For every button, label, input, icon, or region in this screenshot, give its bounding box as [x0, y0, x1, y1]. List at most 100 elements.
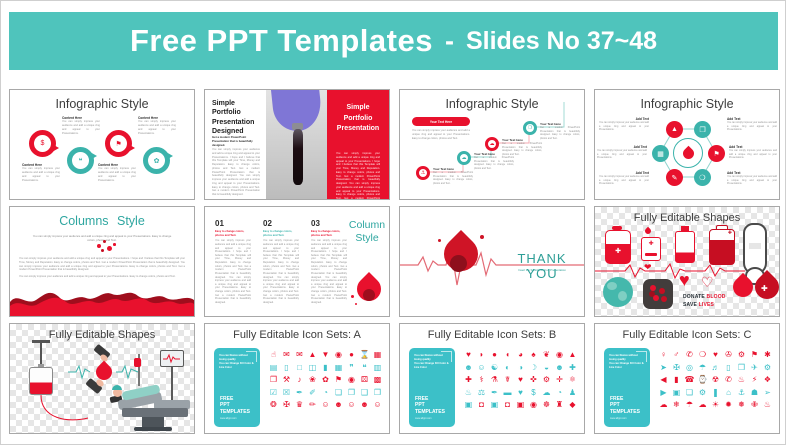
icon-glyph: ◫ — [308, 362, 317, 372]
icon-glyph: ✱ — [764, 350, 771, 359]
patient-cap — [112, 385, 122, 390]
add-text-label: Add Text — [727, 171, 741, 175]
slide-thumb-columns-style[interactable]: Columns Style You can simply impress you… — [9, 206, 195, 317]
add-text-block: Add Text You can simply impress your aud… — [727, 171, 777, 186]
splatter-dot — [438, 239, 441, 242]
icon-glyph: ▦ — [373, 350, 382, 359]
icon-glyph: ✚ — [465, 375, 472, 384]
add-text-label: Add Text — [729, 145, 743, 149]
slide-thumb-icon-set-a[interactable]: Fully Editable Icon Sets: A You can Resi… — [204, 323, 390, 434]
megaphone-icon: ⚑ — [115, 140, 122, 148]
slide-thumb-infographic-loops[interactable]: Infographic Style $ ❝ ⚑ ✿ Content Here Y… — [9, 89, 195, 200]
icon-glyph: ♥ — [518, 387, 523, 397]
continent-shape — [618, 291, 627, 301]
tube-cap-shape — [292, 123, 303, 130]
list-line: FREE — [415, 395, 429, 402]
portfolio-body: You can simply impress your audience and… — [212, 148, 260, 196]
slide-thumb-simple-portfolio[interactable]: Simple Portfolio Presentation Designed G… — [204, 89, 390, 200]
text-pill: Your Text Here — [412, 117, 470, 126]
content-text: You can simply impress your audience and… — [98, 167, 136, 182]
list-line: TEMPLATES — [415, 408, 445, 415]
slide-title: Infographic Style — [55, 97, 149, 111]
icon-glyph: ☁ — [542, 387, 551, 397]
add-text-block: Add Text You can simply impress your aud… — [597, 145, 647, 160]
brand-lines: FREE PPT TEMPLATES — [415, 396, 445, 416]
icon-glyph: ♨ — [763, 400, 772, 409]
icon-glyph: ⌚ — [697, 375, 708, 384]
heart-icon: ♥ — [679, 270, 690, 290]
icon-glyph: ▣ — [672, 387, 681, 397]
icon-glyph: ⚙ — [698, 387, 707, 397]
icon-glyph: ◔ — [323, 387, 328, 397]
icon-glyph: ⚄ — [361, 375, 368, 384]
icon-glyph: ▤ — [269, 362, 278, 372]
slide-thumb-icon-set-c[interactable]: Fully Editable Icon Sets: C You can Resi… — [594, 323, 780, 434]
column-heading: Easy to change colors, photos and Text. — [311, 230, 341, 237]
icon-glyph: ▣ — [464, 400, 473, 409]
blood-cells-box-icon — [643, 279, 673, 309]
step-circle-globe-icon: ❍ — [523, 121, 537, 135]
icon-glyph: ☢ — [711, 375, 720, 384]
step-text: Get a modern PowerPoint Presentation tha… — [433, 171, 473, 185]
icon-glyph: ⌂ — [726, 387, 731, 397]
portfolio-right-heading: Simple Portfolio Presentation — [336, 104, 380, 132]
hub-node-calculator-icon: ▦ — [652, 145, 669, 162]
slide-thumb-editable-shapes-scene[interactable]: Fully Editable Shapes — [9, 323, 195, 434]
slide-title: Fully Editable Icon Sets: B — [427, 329, 557, 341]
slide-thumb-infographic-hub[interactable]: Infographic Style ▲ ❒ ▦ ⚑ ✎ ❍ Add Text Y… — [594, 89, 780, 200]
icon-glyph: ☯ — [490, 362, 499, 372]
slide-subtitle: You can simply impress your audience and… — [32, 234, 172, 243]
icon-glyph: ☸ — [542, 400, 551, 409]
icon-glyph: ♥ — [466, 350, 471, 359]
icon-glyph: ◑ — [518, 362, 523, 372]
icon-glyph: ◕ — [518, 350, 523, 359]
lives-word: LIVES — [698, 301, 715, 308]
icon-glyph: ⚗ — [490, 375, 499, 384]
portfolio-left-panel: Simple Portfolio Presentation Designed G… — [205, 90, 266, 199]
icon-glyph: ▶ — [660, 387, 667, 397]
bed-seat — [154, 400, 190, 409]
icon-grid: ♀ ♂ ✆ ❍ ♥ ✇ ⚙ ⚑ ✱ ➤ ✠ ◎ ☂ ♬ ▯ ❒ ✈ ⚙ ◀ ▮ ☎ ⌚ ☢ ✆ ♨ ⚡ ❖ ▶ ▣ ❏ ⚙ ❚ ⌂ ⚓ ☗ ➢ ☁ ❄ ☂ ☁… — [657, 351, 776, 409]
icon-glyph: ✒ — [491, 387, 498, 397]
icon-glyph: ▬ — [503, 387, 512, 397]
cross-icon: ✚ — [615, 248, 621, 255]
anchor-icon: ⚓ — [420, 170, 426, 176]
brand-block: FREE PPT TEMPLATES www.allppt.com — [220, 396, 250, 421]
step-label: Your Text Here — [502, 138, 523, 142]
slide-thumb-infographic-timeline[interactable]: Infographic Style Your Text Here You can… — [399, 89, 585, 200]
body-paragraph: You can simply impress your audience and… — [19, 257, 185, 272]
pill-body: You can simply impress your audience and… — [412, 129, 470, 140]
splatter-dot — [351, 295, 354, 298]
slide-thumb-thank-you[interactable]: THANK YOU Insert the Subtitle of Your Pr… — [399, 206, 585, 317]
brand-block: FREE PPT TEMPLATES www.allppt.com — [415, 396, 445, 421]
slide-thumb-editable-shapes-icons[interactable]: Fully Editable Shapes ✚ ✚ ❤ ✚ — [594, 206, 780, 317]
icon-glyph: ◘ — [505, 400, 510, 409]
blood-bag-icon — [29, 367, 53, 395]
second-stand-pole — [138, 354, 140, 386]
slide-title: Fully Editable Shapes — [48, 329, 156, 341]
column-body: You can simply impress your audience and… — [311, 239, 347, 304]
icon-glyph: ▦ — [334, 362, 343, 372]
ekg-marks — [68, 364, 139, 380]
icon-glyph: ❍ — [698, 350, 707, 359]
calculator-icon: ▦ — [657, 150, 664, 158]
icon-glyph: ❝ — [362, 362, 367, 372]
icon-glyph: ⚙ — [763, 362, 772, 372]
website-url: www.allppt.com — [415, 417, 432, 420]
add-text-block: Add Text You can simply impress your aud… — [599, 171, 649, 186]
numbered-column: 03 Easy to change colors, photos and Tex… — [311, 219, 347, 305]
slide-thumb-column-style[interactable]: 01 Easy to change colors, photos and Tex… — [204, 206, 390, 317]
hub-node-search-icon: ❍ — [694, 169, 711, 186]
icon-glyph: ✹ — [725, 400, 732, 409]
slide-thumb-icon-set-b[interactable]: Fully Editable Icon Sets: B You can Resi… — [399, 323, 585, 434]
list-line: You can Change Fill Color & — [609, 362, 644, 366]
icon-glyph: ☂ — [698, 362, 707, 372]
card-lines: You can Resize without losing quality You… — [219, 354, 255, 371]
icon-glyph: ☗ — [750, 387, 759, 397]
blood-drop-icon — [680, 145, 696, 161]
step-text: Get a modern PowerPoint Presentation tha… — [502, 142, 542, 156]
icon-glyph: ❂ — [270, 400, 277, 409]
icon-glyph: ▣ — [490, 400, 499, 409]
column-heading: Easy to change colors, photos and Text. — [263, 230, 293, 237]
monitor-stand — [171, 367, 173, 407]
